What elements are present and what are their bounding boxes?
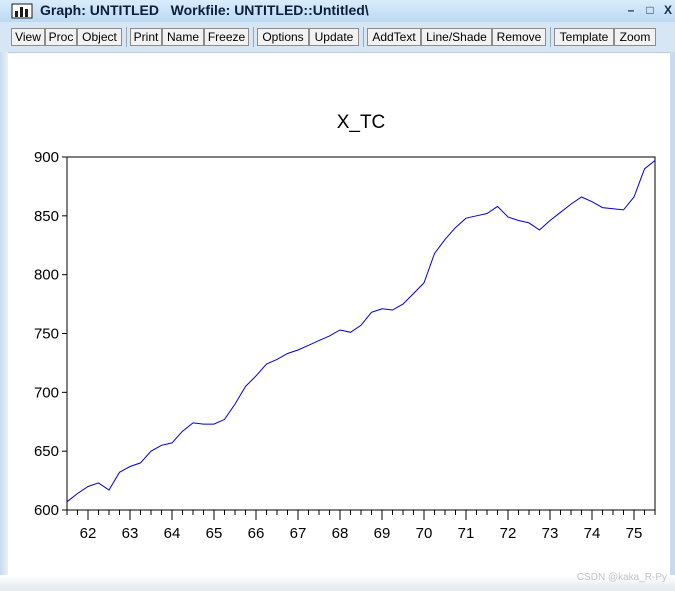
x-tick-label: 66 [248, 525, 265, 542]
minimize-icon[interactable]: – [627, 3, 635, 17]
proc-button[interactable]: Proc [45, 28, 77, 46]
x-tick-label: 71 [458, 525, 475, 542]
view-button[interactable]: View [11, 28, 45, 46]
graph-toolbar: View Proc Object Print Name Freeze Optio… [0, 22, 675, 53]
window-frame-left [0, 52, 8, 591]
watermark: CSDN @kaka_R-Py [576, 572, 667, 583]
y-tick-label: 700 [34, 384, 59, 401]
x-tick-label: 72 [500, 525, 517, 542]
window-title: Graph: UNTITLED Workfile: UNTITLED::Unti… [40, 2, 369, 18]
x-tick-label: 74 [584, 525, 601, 542]
y-tick-label: 600 [34, 502, 59, 519]
x-tick-label: 64 [164, 525, 181, 542]
plot-area [66, 156, 656, 511]
x-tick-label: 73 [542, 525, 559, 542]
toolbar-separator [363, 27, 364, 47]
x-tick-label: 67 [290, 525, 307, 542]
y-axis: 600 650 700 750 800 850 900 [34, 149, 67, 519]
update-button[interactable]: Update [309, 28, 359, 46]
toolbar-separator [550, 27, 551, 47]
x-axis: 62 63 64 65 66 67 68 69 70 71 72 73 74 75 [66, 510, 656, 542]
x-tick-label: 70 [416, 525, 433, 542]
name-button[interactable]: Name [162, 28, 204, 46]
print-button[interactable]: Print [130, 28, 162, 46]
window-frame-right [670, 52, 675, 591]
template-button[interactable]: Template [554, 28, 614, 46]
addtext-button[interactable]: AddText [367, 28, 421, 46]
window-bottom-edge [0, 575, 675, 591]
y-tick-label: 650 [34, 443, 59, 460]
y-tick-label: 900 [34, 149, 59, 166]
freeze-button[interactable]: Freeze [204, 28, 249, 46]
x-tick-label: 69 [374, 525, 391, 542]
toolbar-separator [126, 27, 127, 47]
x-tick-label: 65 [206, 525, 223, 542]
series-layer [66, 160, 656, 503]
chart-title: X_TC [337, 112, 386, 133]
line-shade-button[interactable]: Line/Shade [421, 28, 492, 46]
object-button[interactable]: Object [77, 28, 122, 46]
maximize-icon[interactable]: □ [646, 3, 654, 17]
x-tick-label: 75 [626, 525, 643, 542]
toolbar-separator [253, 27, 254, 47]
zoom-button[interactable]: Zoom [614, 28, 656, 46]
options-button[interactable]: Options [257, 28, 309, 46]
y-tick-label: 850 [34, 208, 59, 225]
x-tick-label: 62 [80, 525, 97, 542]
bar-chart-icon [11, 3, 33, 19]
x-tick-label: 63 [122, 525, 139, 542]
y-tick-label: 750 [34, 326, 59, 343]
close-icon[interactable]: X [663, 3, 672, 17]
series-line-1 [66, 160, 656, 503]
y-tick-label: 800 [34, 267, 59, 284]
remove-button[interactable]: Remove [492, 28, 546, 46]
title-bar: Graph: UNTITLED Workfile: UNTITLED::Unti… [0, 0, 675, 22]
x-tick-label: 68 [332, 525, 349, 542]
